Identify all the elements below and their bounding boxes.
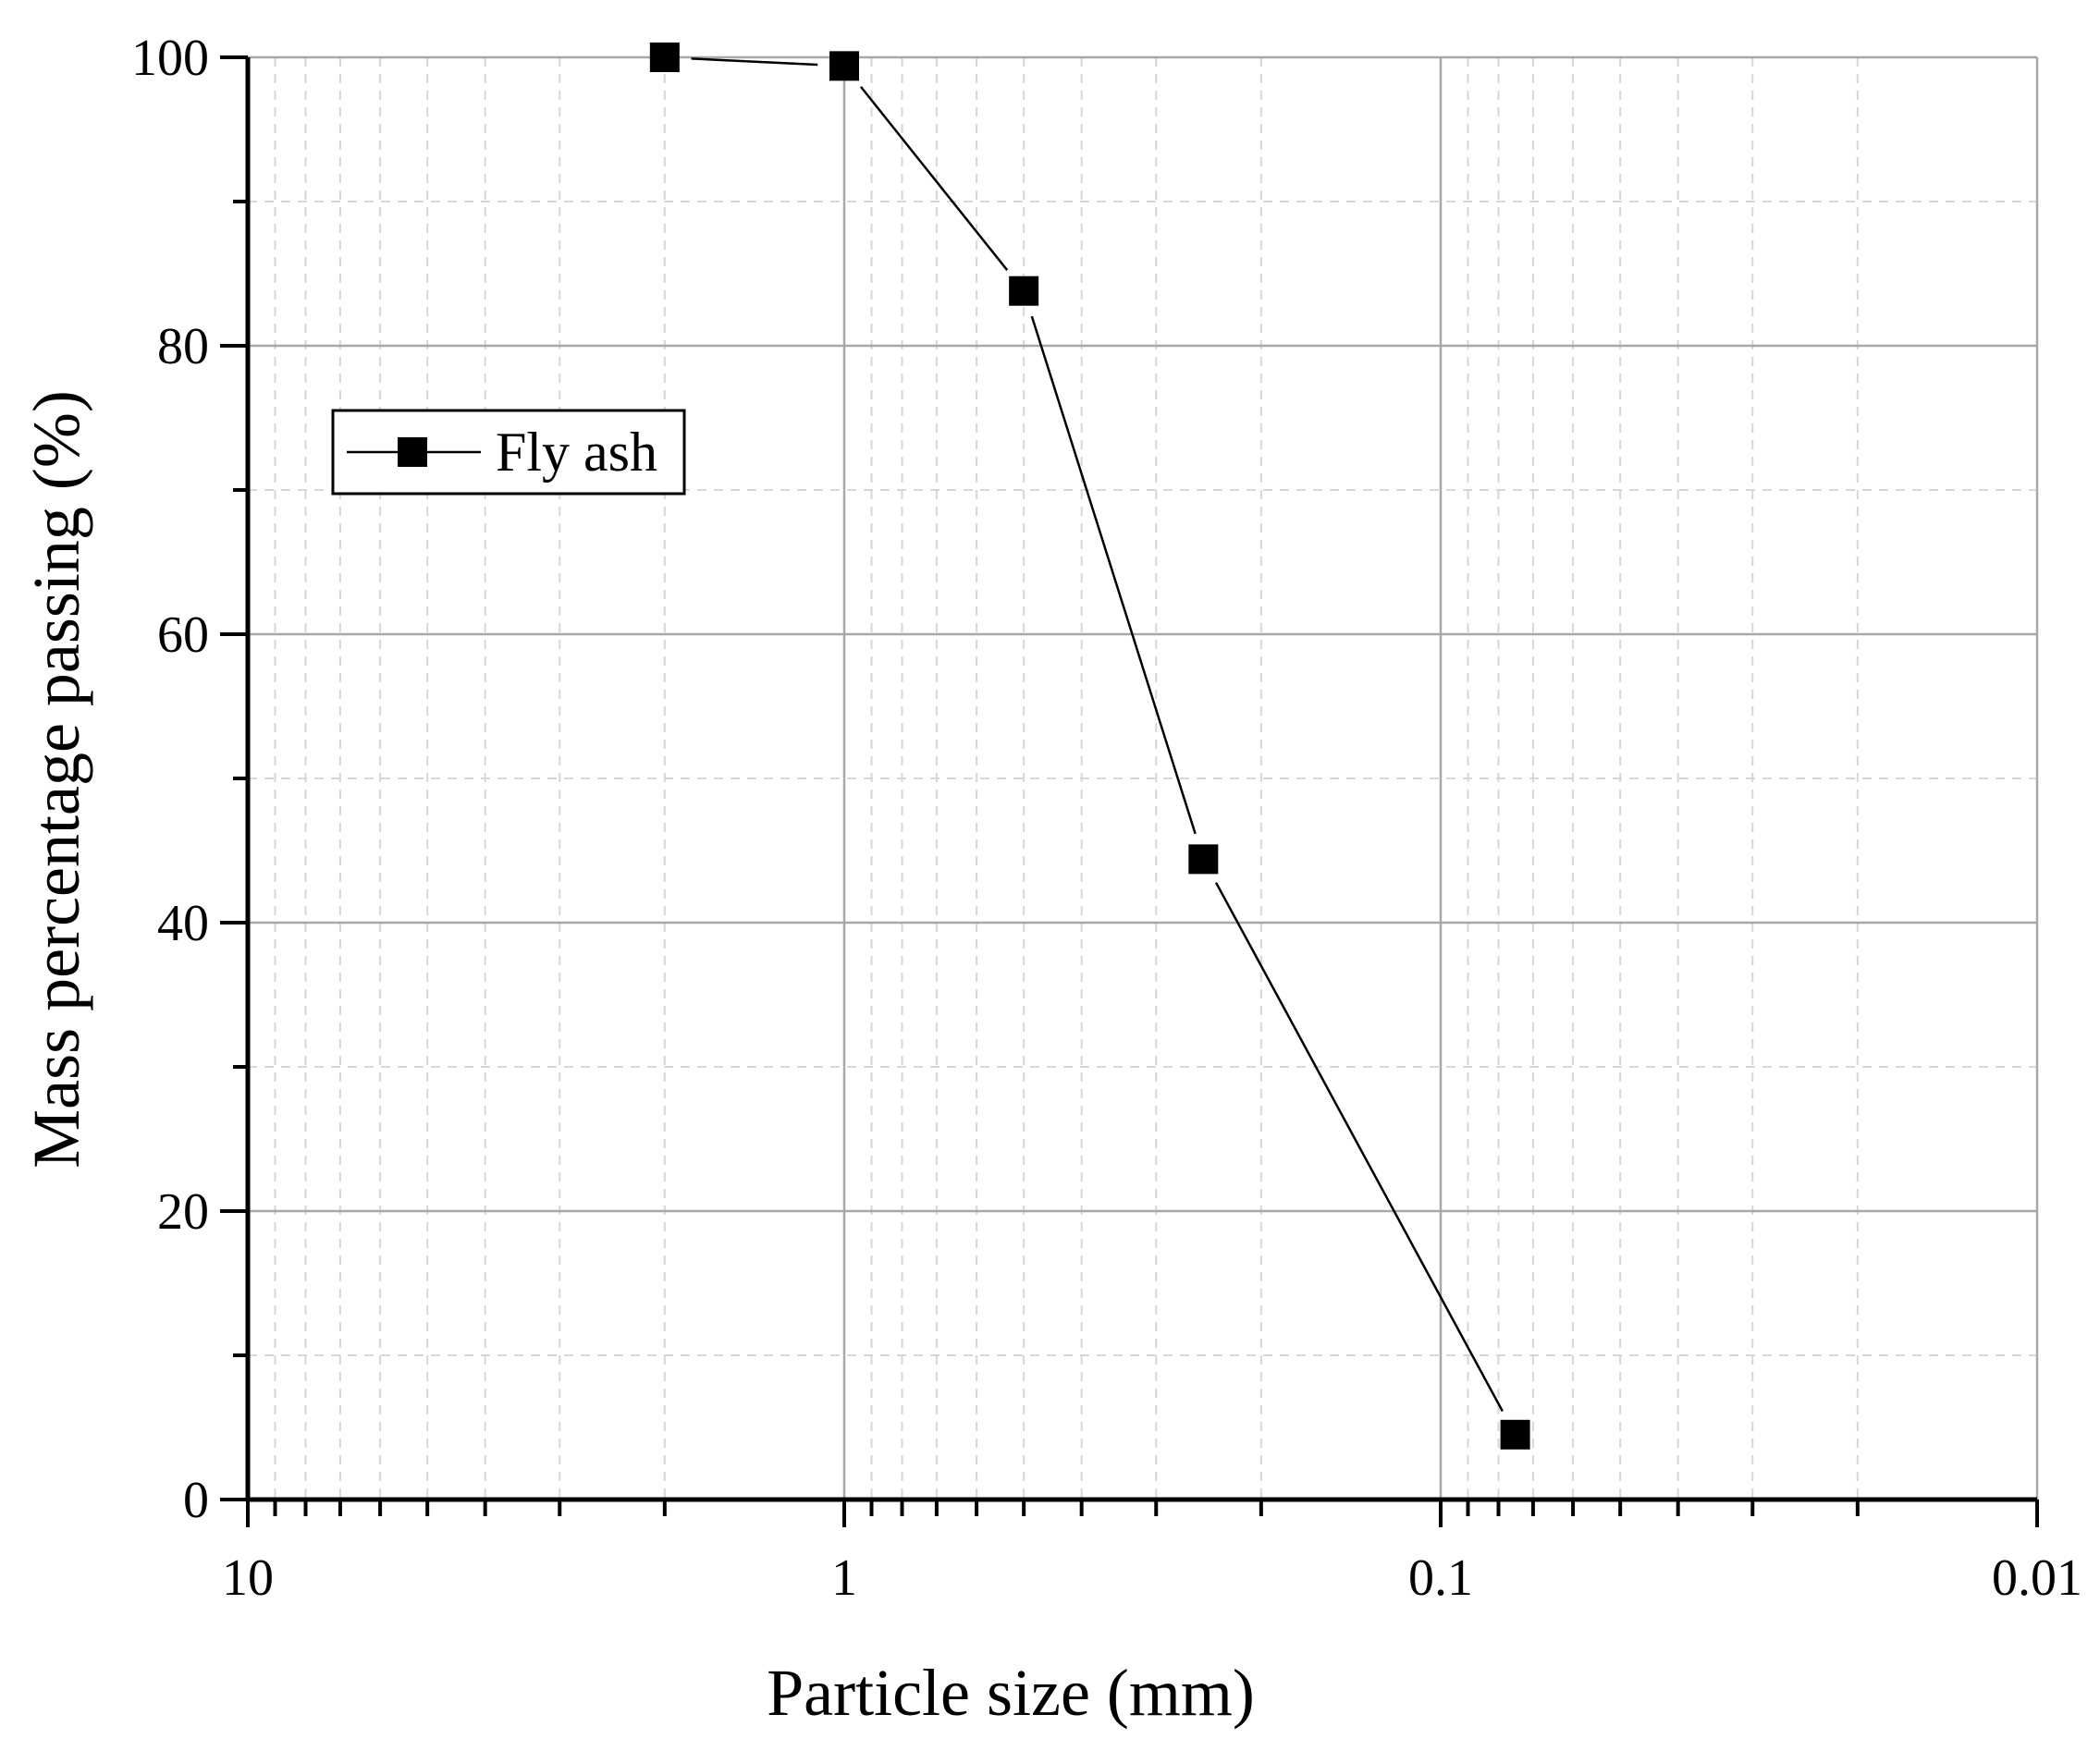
legend-marker <box>398 437 427 467</box>
data-point-marker <box>1188 844 1219 875</box>
y-tick-label: 60 <box>157 606 209 664</box>
series-line-segment <box>859 86 1009 271</box>
ticks <box>220 55 2039 1527</box>
series-line-segment <box>691 57 818 67</box>
legend-label: Fly ash <box>496 422 657 483</box>
tick-labels: 10 1 0.1 0.01 0 20 40 60 80 100 <box>131 30 2082 1607</box>
series-layer <box>649 43 1530 1450</box>
y-tick-label: 100 <box>131 30 209 87</box>
y-tick-label: 80 <box>157 318 209 375</box>
major-grid <box>248 57 2037 1500</box>
x-axis-title: Particle size (mm) <box>767 1656 1255 1730</box>
y-tick-label: 40 <box>157 895 209 952</box>
series-line-segment <box>1214 882 1504 1413</box>
y-tick-label: 20 <box>157 1183 209 1241</box>
series-line-segment <box>1030 315 1197 835</box>
data-point-marker <box>1500 1419 1530 1450</box>
x-tick-label: 0.01 <box>1992 1549 2082 1607</box>
legend: Fly ash <box>331 409 686 496</box>
y-axis-title: Mass percentage passing (%) <box>19 390 93 1169</box>
data-point-marker <box>649 43 680 72</box>
x-tick-label: 10 <box>222 1549 274 1607</box>
data-point-marker <box>829 51 859 81</box>
y-tick-label: 0 <box>183 1472 209 1529</box>
x-tick-label: 1 <box>831 1549 857 1607</box>
minor-grid <box>248 57 2037 1500</box>
data-point-marker <box>1009 276 1039 306</box>
x-tick-label: 0.1 <box>1408 1549 1473 1607</box>
